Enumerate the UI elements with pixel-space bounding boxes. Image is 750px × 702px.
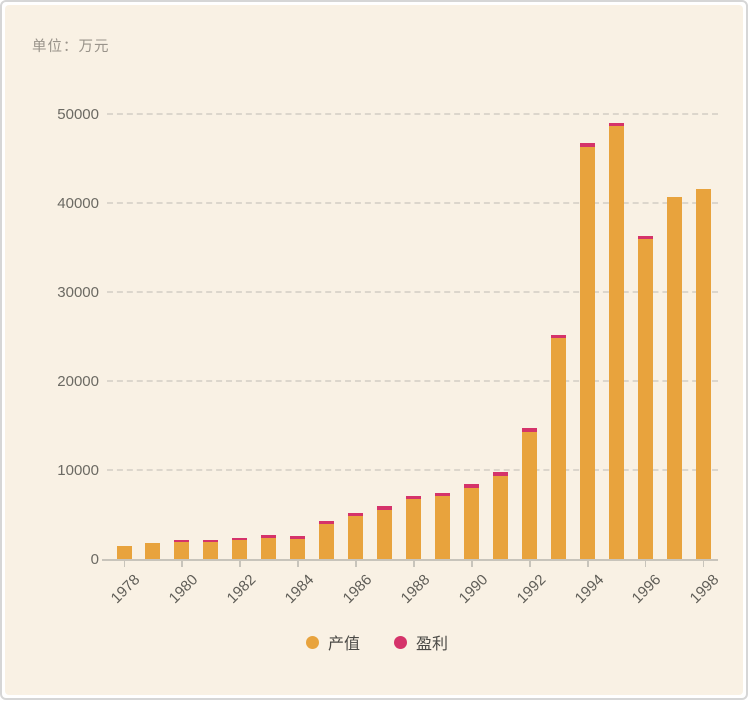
bar-output-1995[interactable] [608,125,624,559]
bar-output-1994[interactable] [580,146,596,559]
bar-output-1983[interactable] [261,538,277,559]
x-axis-label-1982: 1982 [223,571,260,607]
bar-profit-1990[interactable] [464,484,480,488]
bar-profit-1994[interactable] [580,143,596,147]
bar-profit-1982[interactable] [232,538,248,541]
bar-profit-1993[interactable] [551,334,567,339]
bar-profit-1991[interactable] [493,472,509,476]
x-axis-tick-1980 [181,561,183,567]
x-axis-label-1986: 1986 [339,571,376,607]
y-axis-label-10000: 10000 [57,461,99,479]
bar-profit-1992[interactable] [522,428,538,432]
x-axis-tick-1994 [587,561,589,567]
x-axis-tick-1990 [471,561,473,567]
bar-output-1985[interactable] [319,523,335,559]
bar-profit-1989[interactable] [435,492,451,497]
bar-profit-1988[interactable] [406,495,422,500]
bar-output-1981[interactable] [203,542,219,559]
y-axis-label-20000: 20000 [57,372,99,390]
legend: 产值 盈利 [5,630,743,654]
gridline-50000 [107,113,718,115]
legend-dot-output-icon [305,635,319,649]
x-axis-label-1978: 1978 [107,571,144,607]
bar-output-1980[interactable] [174,542,190,559]
bar-profit-1995[interactable] [608,122,624,126]
bar-chart: 单位：万元 0 10000 20000 30000 40000 50000 1978 1980… [5,5,743,695]
bar-output-1993[interactable] [551,338,567,559]
y-axis-label-0: 0 [90,550,99,568]
bar-output-1996[interactable] [637,239,653,559]
bar-output-1982[interactable] [232,540,248,559]
chart-unit-title: 单位：万元 [32,39,110,55]
legend-label-profit: 盈利 [416,636,449,653]
plot-area: 0 10000 20000 30000 40000 50000 1978 1980 1982 19… [5,5,743,695]
bar-profit-1987[interactable] [377,506,393,511]
bar-output-1997[interactable] [666,196,682,559]
x-axis-label-1980: 1980 [165,571,202,607]
bar-output-1988[interactable] [406,499,422,559]
x-axis-tick-1998 [702,561,705,567]
gridline-10000 [107,469,718,471]
x-axis-line [102,559,718,561]
bar-output-1989[interactable] [435,496,451,559]
bar-profit-1986[interactable] [348,512,364,517]
y-axis-label-30000: 30000 [57,283,99,301]
x-axis-label-1990: 1990 [455,571,491,607]
bar-output-1990[interactable] [464,487,480,559]
bar-output-1991[interactable] [493,475,509,559]
bar-profit-1981[interactable] [203,540,219,543]
bar-profit-1985[interactable] [319,520,335,524]
bar-profit-1980[interactable] [174,540,190,543]
legend-item-profit[interactable]: 盈利 [394,630,448,654]
bar-output-1998[interactable] [695,188,711,559]
bar-output-1979[interactable] [145,543,161,559]
gridline-30000 [107,291,718,293]
x-axis-tick-1982 [239,561,241,567]
gridline-20000 [107,380,718,382]
bar-output-1987[interactable] [377,510,393,559]
x-axis-label-1992: 1992 [513,571,549,607]
x-axis-label-1998: 1998 [687,571,723,607]
bar-profit-1996[interactable] [637,235,653,240]
bar-output-1978[interactable] [116,545,132,559]
legend-item-output[interactable]: 产值 [305,630,360,654]
bar-output-1984[interactable] [290,538,306,559]
bar-profit-1984[interactable] [290,535,306,539]
legend-label-output: 产值 [327,636,360,653]
x-axis-tick-1986 [355,561,357,567]
x-axis-label-1996: 1996 [629,571,665,607]
bar-output-1992[interactable] [522,431,538,559]
x-axis-label-1988: 1988 [397,571,434,607]
x-axis-label-1994: 1994 [571,571,607,607]
y-axis-label-40000: 40000 [57,194,99,212]
legend-dot-profit-icon [394,635,407,649]
x-axis-label-1984: 1984 [281,571,318,607]
x-axis-tick-1992 [529,561,531,567]
bar-profit-1983[interactable] [261,535,277,539]
x-axis-tick-1978 [123,561,125,567]
x-axis-tick-1984 [297,561,299,567]
x-axis-tick-1988 [413,561,415,567]
gridline-40000 [107,202,718,204]
bar-output-1986[interactable] [348,516,364,559]
y-axis-label-50000: 50000 [57,105,99,123]
x-axis-tick-1996 [644,561,647,567]
